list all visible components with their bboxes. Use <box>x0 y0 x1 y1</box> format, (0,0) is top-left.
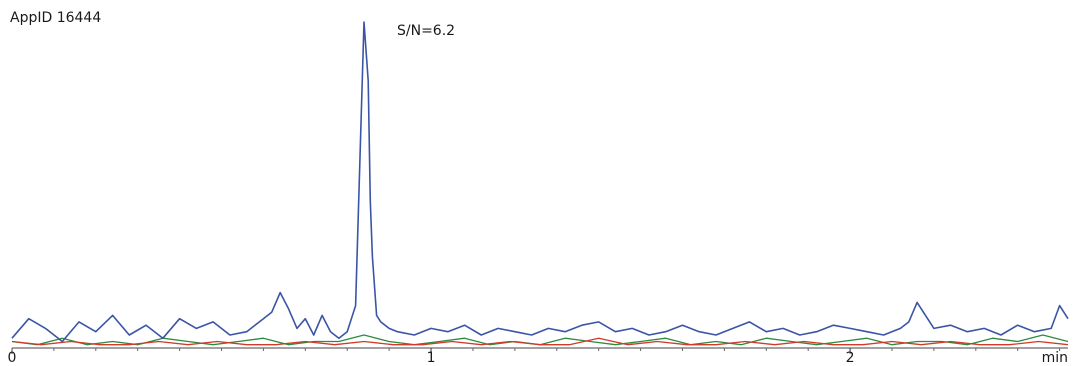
x-tick-label: 0 <box>8 350 17 366</box>
x-axis: 0 1 2 min <box>8 347 1068 366</box>
series-line-0 <box>11 21 1069 343</box>
peak-annotation: S/N=6.2 <box>397 23 456 39</box>
x-axis-label: min <box>1042 350 1068 366</box>
x-tick-label: 2 <box>846 350 855 366</box>
series-layer <box>11 21 1069 346</box>
series-line-2 <box>11 337 1069 346</box>
chart-title: AppID 16444 <box>10 10 102 26</box>
x-tick-label: 1 <box>427 350 436 366</box>
